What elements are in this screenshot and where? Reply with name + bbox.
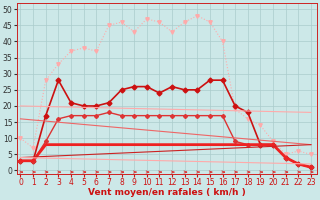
- X-axis label: Vent moyen/en rafales ( km/h ): Vent moyen/en rafales ( km/h ): [88, 188, 246, 197]
